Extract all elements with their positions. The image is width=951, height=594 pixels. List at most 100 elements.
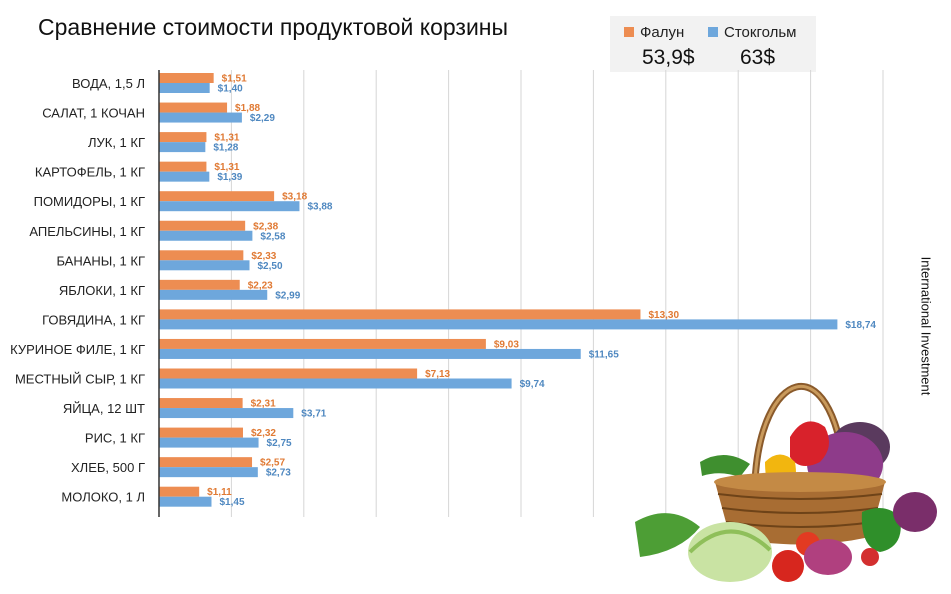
vegetable-basket-illustration [635, 382, 937, 582]
bar-stockholm [159, 201, 300, 212]
category-label: САЛАТ, 1 КОЧАН [42, 106, 145, 121]
data-label-stockholm: $1,28 [213, 143, 238, 154]
bar-falun [159, 427, 243, 438]
category-label: КУРИНОЕ ФИЛЕ, 1 КГ [10, 342, 145, 357]
data-label-falun: $2,32 [251, 428, 276, 439]
bar-stockholm [159, 408, 294, 419]
category-label: ЯЙЦА, 12 ШТ [63, 401, 145, 416]
bar-stockholm [159, 260, 250, 271]
category-label: МОЛОКО, 1 Л [61, 490, 145, 505]
data-label-falun: $1,51 [222, 74, 247, 85]
onion [893, 492, 937, 532]
data-label-stockholm: $2,50 [258, 261, 283, 272]
data-label-falun: $1,31 [214, 133, 239, 144]
data-label-stockholm: $2,58 [260, 231, 285, 242]
red-onion [804, 539, 852, 575]
bar-falun [159, 398, 243, 409]
cabbage-leaf [688, 529, 772, 554]
category-label: МЕСТНЫЙ СЫР, 1 КГ [15, 372, 145, 387]
data-label-stockholm: $2,99 [275, 290, 300, 301]
legend-item-stockholm: Стокгольм [708, 24, 796, 41]
bar-falun [159, 191, 275, 202]
legend-swatch-falun [624, 27, 634, 38]
chart-title: Сравнение стоимости продуктовой корзины [38, 14, 509, 40]
data-label-stockholm: $2,75 [267, 438, 292, 449]
data-label-stockholm: $9,74 [520, 379, 545, 390]
tomato [772, 550, 804, 582]
data-label-falun: $7,13 [425, 369, 450, 380]
legend-label-falun: Фалун [640, 24, 685, 41]
legend-label-stockholm: Стокгольм [724, 24, 797, 41]
value-labels: $1,51$1,40$1,88$2,29$1,31$1,28$1,31$1,39… [207, 74, 876, 509]
data-label-stockholm: $3,71 [301, 409, 326, 420]
bar-stockholm [159, 83, 210, 93]
basket-rim [714, 472, 886, 492]
bar-falun [159, 309, 641, 320]
bar-stockholm [159, 142, 206, 153]
bar-falun [159, 161, 207, 172]
bar-falun [159, 102, 228, 113]
bar-falun [159, 132, 207, 143]
data-label-falun: $2,23 [248, 280, 273, 291]
lettuce-leaves [635, 513, 700, 557]
category-label: КАРТОФЕЛЬ, 1 КГ [35, 165, 145, 180]
data-label-falun: $3,18 [282, 192, 307, 203]
bar-stockholm [159, 112, 242, 123]
data-label-falun: $2,33 [251, 251, 276, 262]
bar-falun [159, 368, 418, 379]
category-label: АПЕЛЬСИНЫ, 1 КГ [29, 224, 145, 239]
data-label-falun: $1,88 [235, 103, 260, 114]
data-label-falun: $9,03 [494, 339, 519, 350]
bar-stockholm [159, 496, 212, 507]
bar-falun [159, 73, 214, 83]
greens [700, 454, 750, 477]
bar-falun [159, 250, 244, 261]
bar-falun [159, 220, 246, 231]
category-label: ВОДА, 1,5 Л [72, 76, 145, 91]
data-label-stockholm: $18,74 [845, 320, 876, 331]
bar-falun [159, 338, 486, 349]
bar-falun [159, 279, 240, 290]
category-label: БАНАНЫ, 1 КГ [56, 253, 145, 268]
bar-stockholm [159, 171, 210, 182]
bars [159, 73, 838, 507]
bar-stockholm [159, 467, 258, 478]
category-label: ПОМИДОРЫ, 1 КГ [34, 194, 145, 209]
category-label: ХЛЕБ, 500 Г [71, 460, 145, 475]
bar-stockholm [159, 230, 253, 241]
bar-stockholm [159, 437, 259, 448]
data-label-falun: $2,38 [253, 221, 278, 232]
legend-total-falun: 53,9$ [642, 46, 695, 69]
data-label-stockholm: $1,39 [217, 172, 242, 183]
legend-swatch-stockholm [708, 27, 718, 38]
bar-stockholm [159, 348, 581, 359]
cherry-tomato [861, 548, 879, 566]
data-label-falun: $1,11 [207, 487, 232, 498]
basket-handle-highlight [753, 384, 847, 483]
bar-falun [159, 457, 253, 468]
category-labels: ВОДА, 1,5 Л САЛАТ, 1 КОЧАН ЛУК, 1 КГ КАРТОФ… [10, 76, 145, 505]
bar-stockholm [159, 319, 838, 330]
data-label-stockholm: $2,73 [266, 468, 291, 479]
data-label-stockholm: $1,45 [219, 497, 244, 508]
bar-falun [159, 486, 200, 497]
data-label-falun: $2,31 [251, 399, 276, 410]
data-label-stockholm: $2,29 [250, 113, 275, 124]
red-pepper [790, 421, 829, 466]
category-label: РИС, 1 КГ [85, 431, 145, 446]
data-label-falun: $13,30 [648, 310, 679, 321]
category-label: ЯБЛОКИ, 1 КГ [59, 283, 145, 298]
category-label: ЛУК, 1 КГ [88, 135, 145, 150]
data-label-falun: $2,57 [260, 458, 285, 469]
data-label-falun: $1,31 [214, 162, 239, 173]
category-label: ГОВЯДИНА, 1 КГ [42, 312, 145, 327]
legend: Фалун Стокгольм 53,9$ 63$ [610, 16, 816, 72]
bar-stockholm [159, 378, 512, 389]
green-pepper [861, 508, 901, 552]
legend-total-stockholm: 63$ [740, 46, 776, 69]
data-label-stockholm: $11,65 [589, 349, 619, 360]
data-label-stockholm: $1,40 [218, 84, 243, 95]
legend-item-falun: Фалун [624, 24, 684, 41]
bar-stockholm [159, 289, 268, 300]
